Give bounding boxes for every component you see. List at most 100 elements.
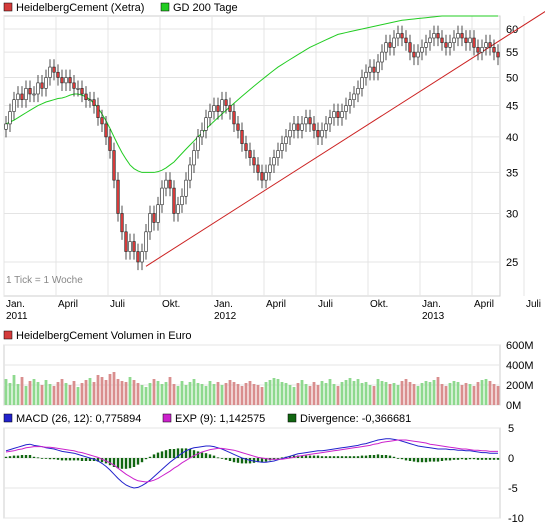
volume-bar	[20, 377, 24, 405]
volume-bar	[80, 383, 84, 405]
divergence-bar	[52, 458, 56, 460]
volume-bar	[44, 380, 48, 405]
candle	[388, 42, 392, 48]
x-tick-label: April	[58, 299, 78, 310]
macd-panel: 5 0 -5 -10 MACD (26, 12): 0,775894 EXP (9):…	[3, 413, 524, 525]
candle	[296, 123, 300, 131]
candle	[336, 111, 340, 118]
divergence-bar	[356, 456, 360, 458]
price-y-tick-label: 40	[506, 132, 518, 144]
volume-bar	[464, 383, 468, 405]
price-y-tick-label: 35	[506, 167, 518, 179]
price-y-tick-label: 55	[506, 47, 518, 59]
divergence-bar	[408, 458, 412, 461]
volume-bar	[188, 382, 192, 405]
volume-bar	[456, 382, 460, 405]
candle	[268, 164, 272, 173]
divergence-bar	[32, 456, 36, 458]
divergence-bar	[480, 458, 484, 460]
x-tick-label: Jan.	[6, 299, 25, 310]
volume-bar	[136, 383, 140, 405]
candle	[300, 123, 304, 131]
divergence-bar	[116, 458, 120, 469]
divergence-bar	[224, 458, 228, 460]
divergence-bar	[456, 458, 460, 460]
candle	[436, 33, 440, 39]
divergence-bar	[228, 458, 232, 461]
candle	[244, 143, 248, 151]
candle	[12, 99, 16, 112]
divergence-bar	[304, 455, 308, 458]
volume-bar	[124, 382, 128, 405]
candle	[152, 213, 156, 223]
price-gridlines	[3, 16, 525, 296]
volume-bar	[332, 384, 336, 405]
volume-bar	[276, 379, 280, 405]
candle	[396, 33, 400, 39]
candle	[188, 164, 192, 181]
x-tick-label: Okt.	[370, 299, 388, 310]
divergence-bar	[168, 449, 172, 458]
legend-label-gd200: GD 200 Tage	[173, 2, 238, 14]
volume-bar	[324, 383, 328, 405]
volume-bar	[16, 384, 20, 405]
volume-bar	[164, 382, 168, 405]
divergence-bar	[416, 458, 420, 463]
volume-bar	[460, 385, 464, 405]
divergence-bar	[412, 458, 416, 462]
divergence-bar	[72, 458, 76, 461]
divergence-bar	[340, 456, 344, 458]
divergence-bar	[80, 458, 84, 461]
volume-bar	[252, 384, 256, 405]
candle	[352, 93, 356, 100]
x-tick-label: Juli	[526, 299, 541, 310]
candle	[128, 241, 132, 252]
divergence-bar	[360, 455, 364, 458]
divergence-bar	[344, 456, 348, 458]
volume-bar	[384, 382, 388, 405]
price-candles	[4, 25, 500, 271]
volume-bar	[472, 386, 476, 405]
candle	[248, 150, 252, 158]
divergence-bar	[324, 456, 328, 458]
volume-bar	[68, 385, 72, 405]
volume-bar	[408, 382, 412, 405]
volume-bar	[192, 379, 196, 405]
divergence-bar	[232, 458, 236, 463]
candle	[160, 187, 164, 206]
volume-bar	[196, 383, 200, 405]
volume-bar	[228, 380, 232, 405]
candle	[416, 51, 420, 58]
x-tick-year: 2012	[214, 311, 237, 322]
divergence-bar	[300, 455, 304, 458]
divergence-bar	[108, 458, 112, 466]
volume-bar	[280, 382, 284, 405]
candle	[144, 231, 148, 252]
candle	[288, 130, 292, 138]
gd200-line	[5, 15, 498, 173]
price-y-tick-label: 50	[506, 73, 518, 85]
candle	[220, 99, 224, 112]
candle	[292, 123, 296, 131]
volume-bar	[260, 387, 264, 405]
exp-line	[5, 439, 498, 483]
x-tick-label: Okt.	[162, 299, 180, 310]
volume-bar	[344, 380, 348, 405]
divergence-bar	[428, 458, 432, 462]
divergence-bar	[436, 458, 440, 462]
candle	[224, 99, 228, 106]
candle	[256, 164, 260, 173]
divergence-bar	[124, 458, 128, 469]
volume-bar	[204, 386, 208, 405]
candle	[200, 130, 204, 138]
volume-bar	[48, 384, 52, 405]
divergence-bar	[44, 458, 48, 459]
volume-bar	[64, 383, 68, 405]
volume-bar	[312, 382, 316, 405]
legend-swatch-price	[3, 2, 13, 12]
volume-bar	[484, 379, 488, 405]
volume-bar	[372, 386, 376, 405]
candle	[364, 71, 368, 78]
divergence-bar	[4, 456, 8, 458]
